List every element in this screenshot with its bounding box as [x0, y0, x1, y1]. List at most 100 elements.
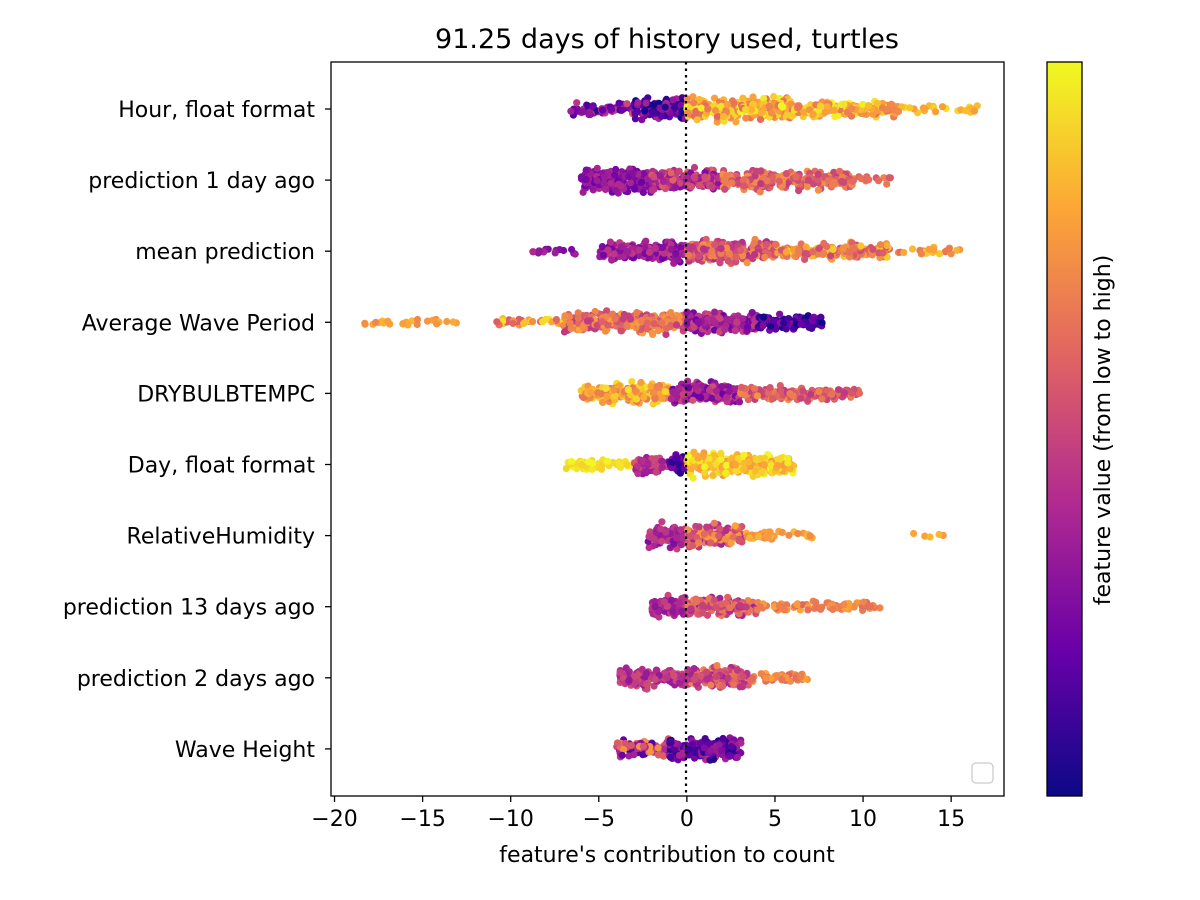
data-point — [667, 739, 675, 747]
data-point — [650, 109, 658, 117]
data-point — [673, 534, 681, 542]
y-tick-label: Wave Height — [175, 738, 315, 763]
data-point — [864, 603, 872, 611]
data-point — [615, 460, 623, 468]
data-point — [773, 462, 782, 470]
data-point — [712, 603, 720, 611]
data-point — [760, 94, 768, 103]
data-point — [739, 315, 747, 323]
data-point — [593, 177, 601, 185]
data-point — [650, 173, 658, 181]
data-point — [752, 455, 760, 463]
data-point — [663, 324, 671, 333]
data-point — [649, 389, 658, 397]
data-point — [830, 178, 838, 186]
data-point — [744, 458, 753, 466]
data-point — [703, 675, 711, 683]
data-point — [900, 248, 908, 257]
data-point — [616, 668, 624, 677]
data-point — [689, 396, 697, 404]
data-point — [795, 103, 803, 111]
data-point — [641, 107, 649, 115]
data-point — [667, 169, 675, 177]
data-point — [724, 257, 732, 265]
data-point — [582, 176, 590, 184]
data-point — [908, 245, 917, 253]
data-point — [635, 252, 643, 260]
data-point — [947, 250, 955, 258]
data-point — [840, 601, 848, 609]
data-point — [679, 390, 687, 399]
data-point — [642, 680, 651, 689]
data-point — [645, 532, 653, 541]
data-point — [677, 244, 685, 252]
data-point — [610, 250, 618, 258]
data-point — [741, 391, 749, 399]
data-point — [722, 106, 730, 115]
data-point — [925, 245, 933, 253]
x-tick-label: −15 — [399, 807, 445, 832]
data-point — [722, 526, 730, 535]
data-point — [873, 99, 881, 107]
data-point — [782, 170, 791, 178]
data-point — [814, 186, 823, 194]
data-point — [692, 382, 700, 391]
data-point — [725, 387, 733, 396]
data-point — [723, 393, 731, 401]
data-point — [716, 259, 724, 267]
data-point — [747, 106, 756, 114]
data-point — [568, 245, 576, 254]
data-point — [634, 99, 642, 107]
data-point — [838, 177, 846, 186]
data-point — [694, 318, 702, 326]
data-point — [690, 665, 698, 673]
data-point — [722, 172, 731, 180]
data-point — [637, 378, 645, 387]
data-point — [757, 180, 765, 188]
data-point — [739, 94, 747, 102]
data-point — [711, 106, 720, 115]
data-point — [730, 99, 738, 107]
data-point — [827, 252, 835, 260]
data-point — [654, 744, 662, 752]
x-axis-label: feature's contribution to count — [499, 843, 835, 868]
data-point — [611, 315, 619, 323]
data-point — [762, 674, 770, 682]
data-point — [766, 103, 774, 111]
data-point — [874, 177, 883, 185]
data-point — [780, 319, 788, 327]
data-point — [642, 237, 650, 245]
data-point — [733, 666, 742, 675]
data-point — [809, 248, 817, 256]
data-point — [685, 251, 693, 259]
data-point — [650, 101, 658, 109]
data-point — [756, 115, 765, 123]
data-point — [724, 674, 732, 682]
data-point — [647, 382, 655, 390]
data-point — [848, 389, 856, 397]
data-point — [594, 389, 602, 397]
data-point — [732, 118, 740, 126]
data-point — [683, 95, 691, 103]
data-point — [618, 751, 626, 759]
data-point — [542, 315, 550, 323]
data-point — [745, 534, 754, 542]
data-point — [651, 603, 659, 611]
data-point — [604, 246, 612, 254]
data-point — [599, 106, 607, 114]
data-point — [797, 320, 805, 328]
data-point — [399, 320, 407, 328]
data-point — [733, 753, 741, 762]
data-point — [719, 682, 727, 690]
data-point — [750, 239, 758, 247]
data-point — [801, 255, 809, 263]
data-point — [669, 388, 677, 396]
points-layer — [361, 92, 981, 764]
data-point — [752, 167, 761, 175]
data-point — [935, 530, 943, 539]
data-point — [643, 319, 651, 327]
data-point — [384, 317, 392, 325]
data-point — [566, 319, 574, 327]
data-point — [817, 604, 825, 613]
